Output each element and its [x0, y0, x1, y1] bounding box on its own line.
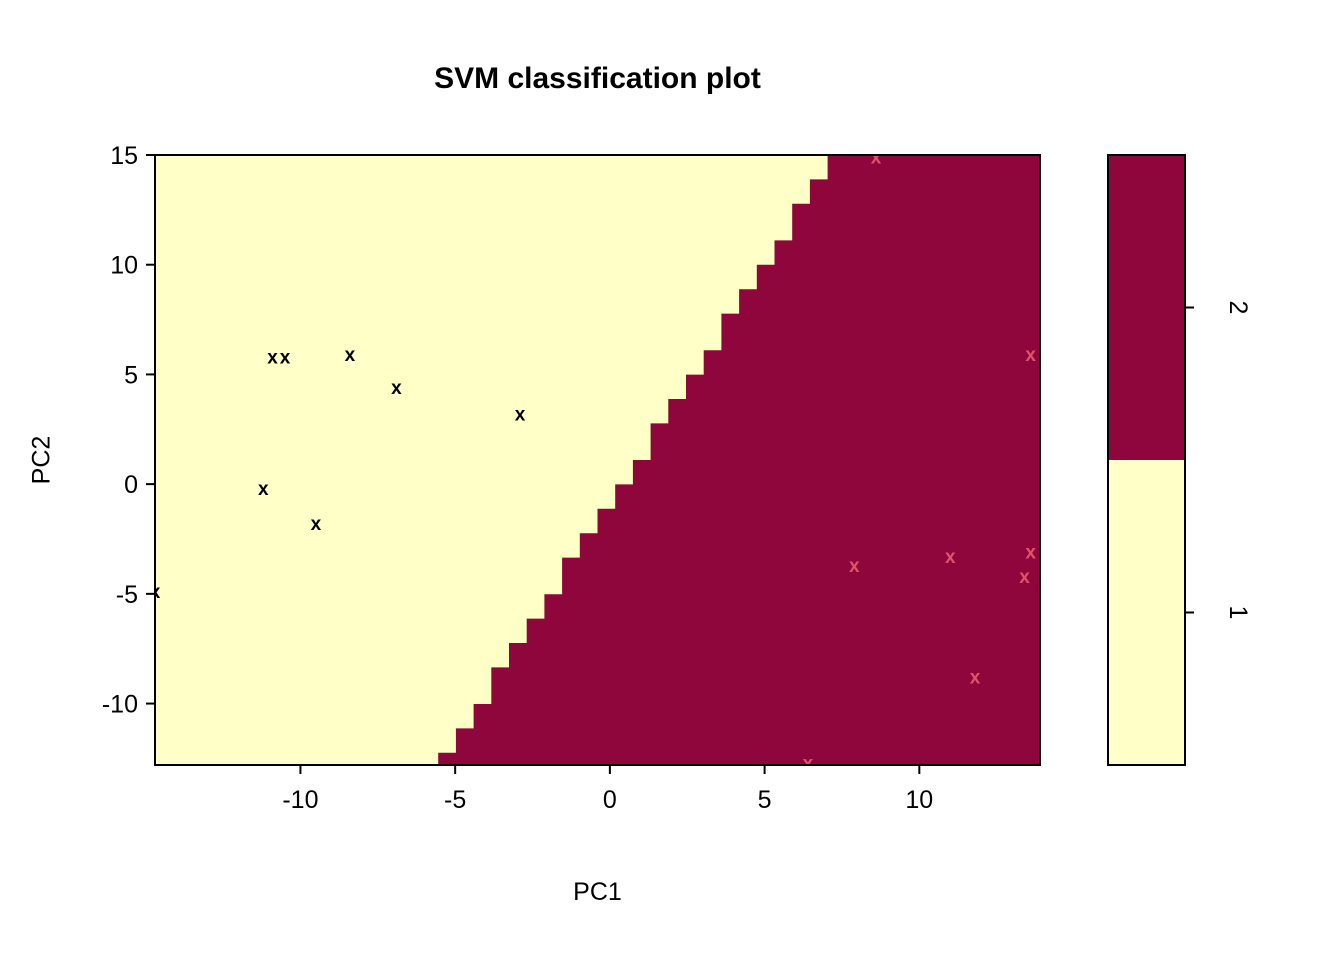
data-point-marker: x [803, 753, 814, 774]
data-point-marker: x [945, 547, 956, 568]
y-axis: -10 -5 0 5 10 15 [102, 142, 155, 719]
legend-border [1107, 154, 1186, 766]
x-axis: -10 -5 0 5 10 [282, 765, 933, 814]
x-axis-label: PC1 [573, 878, 622, 906]
legend-label: 1 [1224, 606, 1252, 620]
data-point-marker: x [267, 347, 278, 368]
y-tick-label: 15 [110, 142, 138, 170]
legend-swatch-class-1 [1108, 460, 1185, 765]
x-tick-label: 10 [905, 786, 933, 814]
y-axis-label: PC2 [27, 435, 56, 485]
x-tick-label: -10 [282, 786, 318, 814]
legend-label: 2 [1224, 301, 1252, 315]
data-point-marker: x [1019, 567, 1030, 588]
data-point-marker: x [1025, 543, 1036, 564]
data-point-marker: x [311, 514, 322, 535]
data-point-marker: x [345, 345, 356, 366]
x-tick-label: 5 [758, 786, 772, 814]
plot-border [154, 154, 1041, 766]
data-point-marker: x [391, 378, 402, 399]
y-tick-label: -10 [102, 691, 138, 719]
legend-swatch-class-2 [1108, 155, 1185, 460]
class-colorbar-legend: 21 [1107, 154, 1252, 766]
data-point-marker: x [280, 347, 291, 368]
data-point-marker: x [150, 582, 161, 603]
data-point-marker: x [258, 479, 269, 500]
chart-title: SVM classification plot [434, 62, 761, 95]
data-point-marker: x [1025, 345, 1036, 366]
data-point-marker: x [871, 148, 882, 169]
y-tick-label: 0 [124, 471, 138, 499]
y-tick-label: 10 [110, 252, 138, 280]
y-tick-label: -5 [116, 581, 138, 609]
x-tick-label: -5 [444, 786, 466, 814]
region-class-2 [438, 155, 1040, 765]
x-tick-label: 0 [603, 786, 617, 814]
data-point-marker: x [970, 668, 981, 689]
y-tick-label: 5 [124, 361, 138, 389]
data-point-marker: x [849, 556, 860, 577]
data-point-marker: x [515, 404, 526, 425]
